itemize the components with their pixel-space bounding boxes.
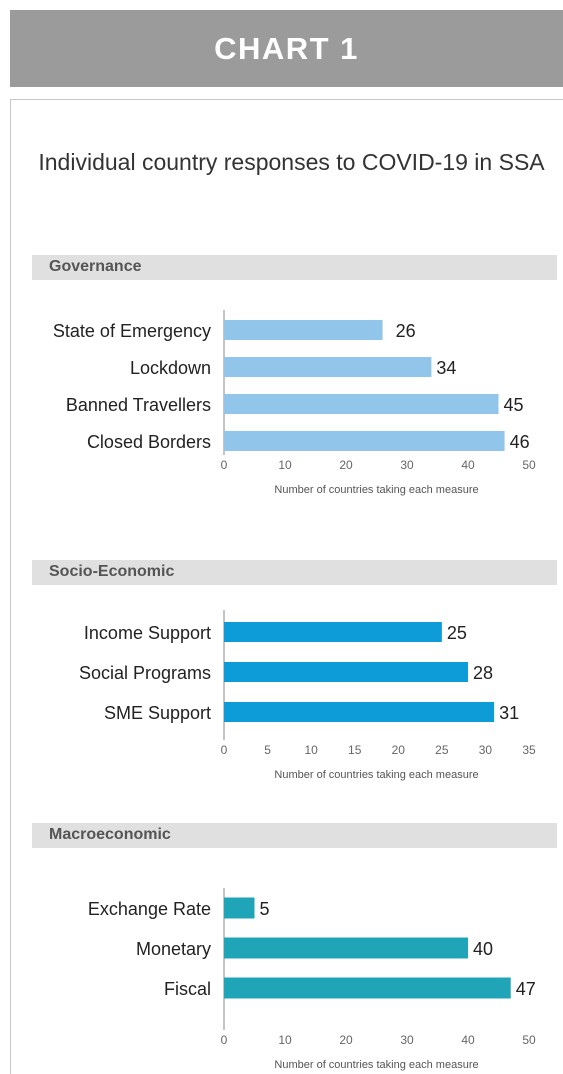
category-label: Social Programs xyxy=(79,663,211,683)
x-axis-label: Number of countries taking each measure xyxy=(274,1059,478,1071)
x-tick-label: 35 xyxy=(522,743,536,757)
category-label: Fiscal xyxy=(164,979,211,999)
x-tick-label: 30 xyxy=(400,458,414,472)
bar-1 xyxy=(224,320,383,340)
x-tick-label: 40 xyxy=(461,458,475,472)
section-bar-socio-economic: Socio-Economic xyxy=(32,560,557,585)
x-axis-label: Number of countries taking each measure xyxy=(274,484,478,496)
chart-frame xyxy=(10,99,563,1074)
x-tick-label: 15 xyxy=(348,743,362,757)
x-tick-label: 40 xyxy=(461,1033,475,1047)
x-tick-label: 10 xyxy=(278,1033,292,1047)
main-title: Individual country responses to COVID-19… xyxy=(38,149,545,175)
x-tick-label: 0 xyxy=(221,458,228,472)
category-label: Lockdown xyxy=(130,358,211,378)
macroeconomic-bar-chart: Exchange Rate 5 Monetary 40 Fiscal 47 0 10 20 30 4… xyxy=(88,888,536,1071)
category-label: Banned Travellers xyxy=(66,395,211,415)
chart-number-title: CHART 1 xyxy=(214,30,359,66)
x-tick-label: 0 xyxy=(221,743,228,757)
section-bar-governance: Governance xyxy=(32,255,557,280)
category-label: Closed Borders xyxy=(87,432,211,452)
value-label: 25 xyxy=(447,623,467,643)
section-bar-macroeconomic: Macroeconomic xyxy=(32,823,557,848)
x-tick-label: 50 xyxy=(522,458,536,472)
x-tick-label: 30 xyxy=(400,1033,414,1047)
x-tick-label: 20 xyxy=(339,458,353,472)
section-label-governance: Governance xyxy=(49,258,142,275)
value-label: 45 xyxy=(504,395,524,415)
category-label: Income Support xyxy=(84,623,211,643)
x-tick-label: 50 xyxy=(522,1033,536,1047)
chart-header: CHART 1 xyxy=(10,10,563,87)
bar-2 xyxy=(224,662,468,682)
value-label: 26 xyxy=(396,321,416,341)
value-label: 40 xyxy=(473,939,493,959)
value-label: 34 xyxy=(436,358,456,378)
x-tick-label: 20 xyxy=(339,1033,353,1047)
category-label: SME Support xyxy=(104,703,211,723)
x-axis-label: Number of countries taking each measure xyxy=(274,769,478,781)
value-label: 5 xyxy=(260,899,270,919)
bar-1 xyxy=(224,622,442,642)
x-tick-label: 0 xyxy=(221,1033,228,1047)
bar-1 xyxy=(224,897,255,919)
category-label: State of Emergency xyxy=(53,321,211,341)
section-label-socio-economic: Socio-Economic xyxy=(49,563,175,580)
category-label: Exchange Rate xyxy=(88,899,211,919)
bar-3 xyxy=(224,977,511,999)
x-tick-label: 20 xyxy=(392,743,406,757)
section-label-macroeconomic: Macroeconomic xyxy=(49,826,171,843)
value-label: 31 xyxy=(499,703,519,723)
value-label: 46 xyxy=(510,432,530,452)
x-tick-label: 25 xyxy=(435,743,449,757)
category-label: Monetary xyxy=(136,939,211,959)
x-tick-label: 10 xyxy=(304,743,318,757)
value-label: 47 xyxy=(516,979,536,999)
value-label: 28 xyxy=(473,663,493,683)
x-tick-label: 10 xyxy=(278,458,292,472)
x-tick-label: 5 xyxy=(264,743,271,757)
bar-3 xyxy=(224,702,495,722)
socio-economic-bar-chart: Income Support 25 Social Programs 28 SME Sup… xyxy=(79,610,536,781)
bar-3 xyxy=(224,394,499,414)
bar-2 xyxy=(224,937,468,959)
governance-bar-chart: State of Emergency 26 Lockdown 34 Banned Tra… xyxy=(53,310,536,496)
bar-4 xyxy=(224,431,505,451)
x-tick-label: 30 xyxy=(479,743,493,757)
bar-2 xyxy=(224,357,432,377)
